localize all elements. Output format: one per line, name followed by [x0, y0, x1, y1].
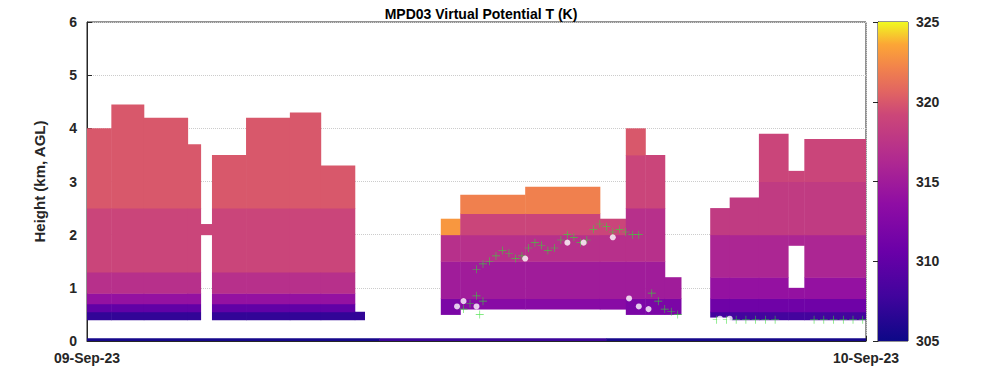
svg-text:2: 2 — [69, 227, 77, 243]
svg-text:305: 305 — [916, 333, 940, 349]
svg-text:09-Sep-23: 09-Sep-23 — [54, 350, 120, 366]
svg-text:6: 6 — [69, 14, 77, 30]
svg-text:5: 5 — [69, 67, 77, 83]
svg-text:1: 1 — [69, 280, 77, 296]
svg-text:320: 320 — [916, 94, 940, 110]
svg-text:4: 4 — [69, 120, 77, 136]
svg-text:310: 310 — [916, 253, 940, 269]
svg-text:Height (km, AGL): Height (km, AGL) — [31, 121, 48, 243]
svg-text:0: 0 — [69, 333, 77, 349]
svg-text:325: 325 — [916, 14, 940, 30]
svg-text:3: 3 — [69, 174, 77, 190]
svg-text:MPD03 Virtual Potential T (K): MPD03 Virtual Potential T (K) — [385, 6, 578, 22]
svg-text:10-Sep-23: 10-Sep-23 — [833, 350, 899, 366]
svg-text:315: 315 — [916, 174, 940, 190]
